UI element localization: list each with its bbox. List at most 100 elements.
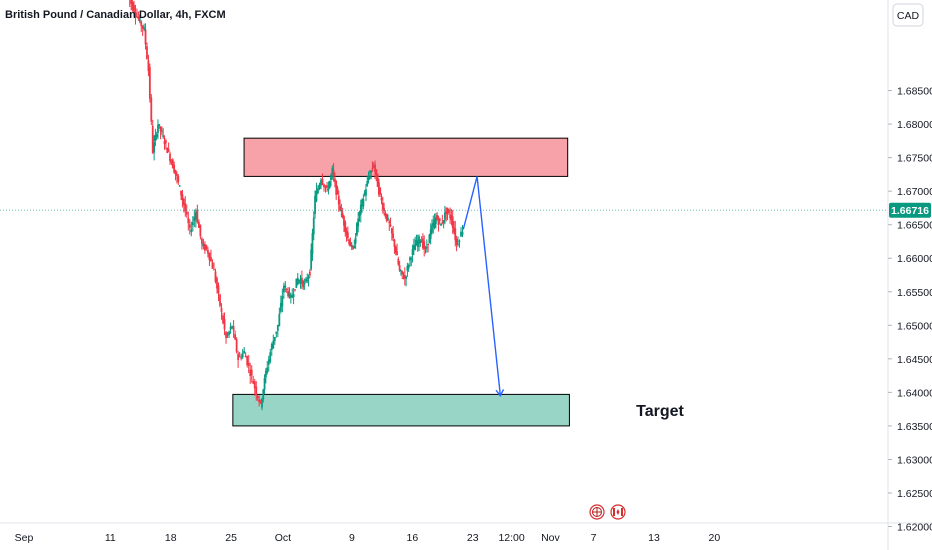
candle-body xyxy=(144,29,147,45)
candle-body xyxy=(431,225,433,233)
candle-body xyxy=(429,229,432,239)
candle-body xyxy=(381,202,384,210)
candle-body xyxy=(321,178,324,185)
candle-body xyxy=(273,336,276,342)
candle-body xyxy=(138,18,141,22)
candle-body xyxy=(202,243,205,247)
event-icon-gbp[interactable] xyxy=(589,504,605,520)
candle-body xyxy=(328,181,331,188)
candle-body xyxy=(385,213,388,221)
candle-body xyxy=(291,295,294,298)
candle-body xyxy=(358,211,361,216)
candle-body xyxy=(427,243,429,245)
candle-body xyxy=(229,326,232,330)
candle-body xyxy=(303,283,306,285)
candle-body xyxy=(380,197,383,201)
candle-body xyxy=(176,174,178,176)
candle-body xyxy=(211,262,214,269)
currency-button[interactable]: CAD xyxy=(892,3,924,27)
target-label: Target xyxy=(636,403,684,420)
candle-body xyxy=(318,184,321,189)
current-price-tag: 1.66716 xyxy=(889,202,931,218)
candle-body xyxy=(147,60,150,72)
candle-body xyxy=(393,239,396,247)
x-tick-label: 9 xyxy=(349,532,355,544)
candle-body xyxy=(353,246,356,249)
candle-body xyxy=(292,294,295,298)
candle-body xyxy=(455,238,458,245)
y-tick-label: 1.64500 xyxy=(897,354,932,366)
candle-body xyxy=(423,241,426,250)
candle-body xyxy=(422,238,424,249)
candle-body xyxy=(433,219,436,228)
y-tick-label: 1.63000 xyxy=(897,454,932,466)
projection-path[interactable] xyxy=(462,176,502,396)
candle-body xyxy=(141,25,144,29)
x-tick-label: 13 xyxy=(648,532,660,544)
x-tick-label: 25 xyxy=(225,532,237,544)
time-axis[interactable]: Sep 11 18 25 Oct 9 16 23 12:00 Nov 7 13 20 xyxy=(0,522,932,544)
candle-body xyxy=(403,274,406,279)
candle-body xyxy=(143,27,146,30)
candle-body xyxy=(378,182,380,195)
price-axis[interactable]: 1.68500 1.68000 1.67500 1.67000 1.66500 1.660… xyxy=(887,0,932,550)
candle-body xyxy=(197,221,200,228)
overlays xyxy=(0,176,888,398)
candle-body xyxy=(194,212,197,220)
candle-body xyxy=(164,140,167,143)
chart-title: British Pound / Canadian Dollar, 4h, FXC… xyxy=(5,9,226,21)
candle-body xyxy=(339,205,341,211)
candle-body xyxy=(451,216,454,228)
candle-body xyxy=(357,218,360,227)
candle-body xyxy=(249,369,252,376)
candle-body xyxy=(285,288,288,290)
candle-body xyxy=(326,185,328,188)
candle-body xyxy=(324,185,327,188)
candle-body xyxy=(278,313,281,326)
candle-body xyxy=(402,277,405,279)
candle-body xyxy=(269,352,272,362)
candle-body xyxy=(308,271,311,276)
candle-body xyxy=(376,174,379,187)
candle-body xyxy=(312,217,315,235)
candle-body xyxy=(302,280,305,288)
candle-body xyxy=(246,356,249,366)
candle-body xyxy=(219,294,221,306)
candle-body xyxy=(346,232,349,238)
candle-body xyxy=(207,249,209,254)
y-tick-label: 1.62500 xyxy=(897,488,932,500)
candle-body xyxy=(146,46,148,60)
candle-body xyxy=(383,208,385,211)
candle-body xyxy=(284,285,287,288)
candle-body xyxy=(306,279,309,281)
candle-body xyxy=(418,236,420,244)
candle-body xyxy=(190,229,193,232)
candle-body xyxy=(345,230,348,235)
candle-body xyxy=(130,0,133,5)
candle-body xyxy=(296,277,299,285)
candle-body xyxy=(461,231,464,235)
zones xyxy=(232,137,570,427)
candle-body xyxy=(191,222,194,226)
candle-body xyxy=(442,220,445,223)
candle-body xyxy=(213,269,215,271)
candle-body xyxy=(317,188,319,194)
candle-body xyxy=(131,2,134,10)
resistance-zone[interactable] xyxy=(243,137,569,177)
candle-body xyxy=(166,147,169,153)
candle-body xyxy=(264,370,267,378)
candle-body xyxy=(361,199,363,207)
x-tick-label: Sep xyxy=(15,532,34,544)
candle-body xyxy=(331,168,334,175)
candle-body xyxy=(333,178,336,182)
candle-body xyxy=(220,307,223,312)
candle-body xyxy=(210,256,212,262)
target-zone[interactable] xyxy=(232,393,570,427)
event-icon-cad[interactable] xyxy=(610,504,626,520)
candle-body xyxy=(420,241,423,243)
candle-body xyxy=(424,247,427,249)
candle-body xyxy=(158,124,161,126)
candle-body xyxy=(295,278,298,288)
candle-body xyxy=(160,131,163,133)
